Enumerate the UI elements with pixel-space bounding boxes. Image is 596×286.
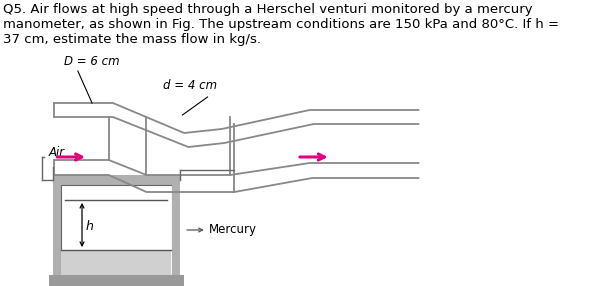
Bar [52, 175, 180, 275]
Bar [172, 175, 180, 275]
Text: d = 4 cm: d = 4 cm [163, 79, 218, 92]
Text: Mercury: Mercury [209, 223, 257, 237]
Bar [61, 250, 170, 275]
Bar [61, 185, 172, 275]
Text: Q5. Air flows at high speed through a Herschel venturi monitored by a mercury
ma: Q5. Air flows at high speed through a He… [4, 3, 560, 46]
Text: Air: Air [48, 146, 64, 158]
Bar [48, 275, 184, 286]
Text: D = 6 cm: D = 6 cm [64, 55, 119, 68]
Text: h: h [85, 221, 93, 233]
